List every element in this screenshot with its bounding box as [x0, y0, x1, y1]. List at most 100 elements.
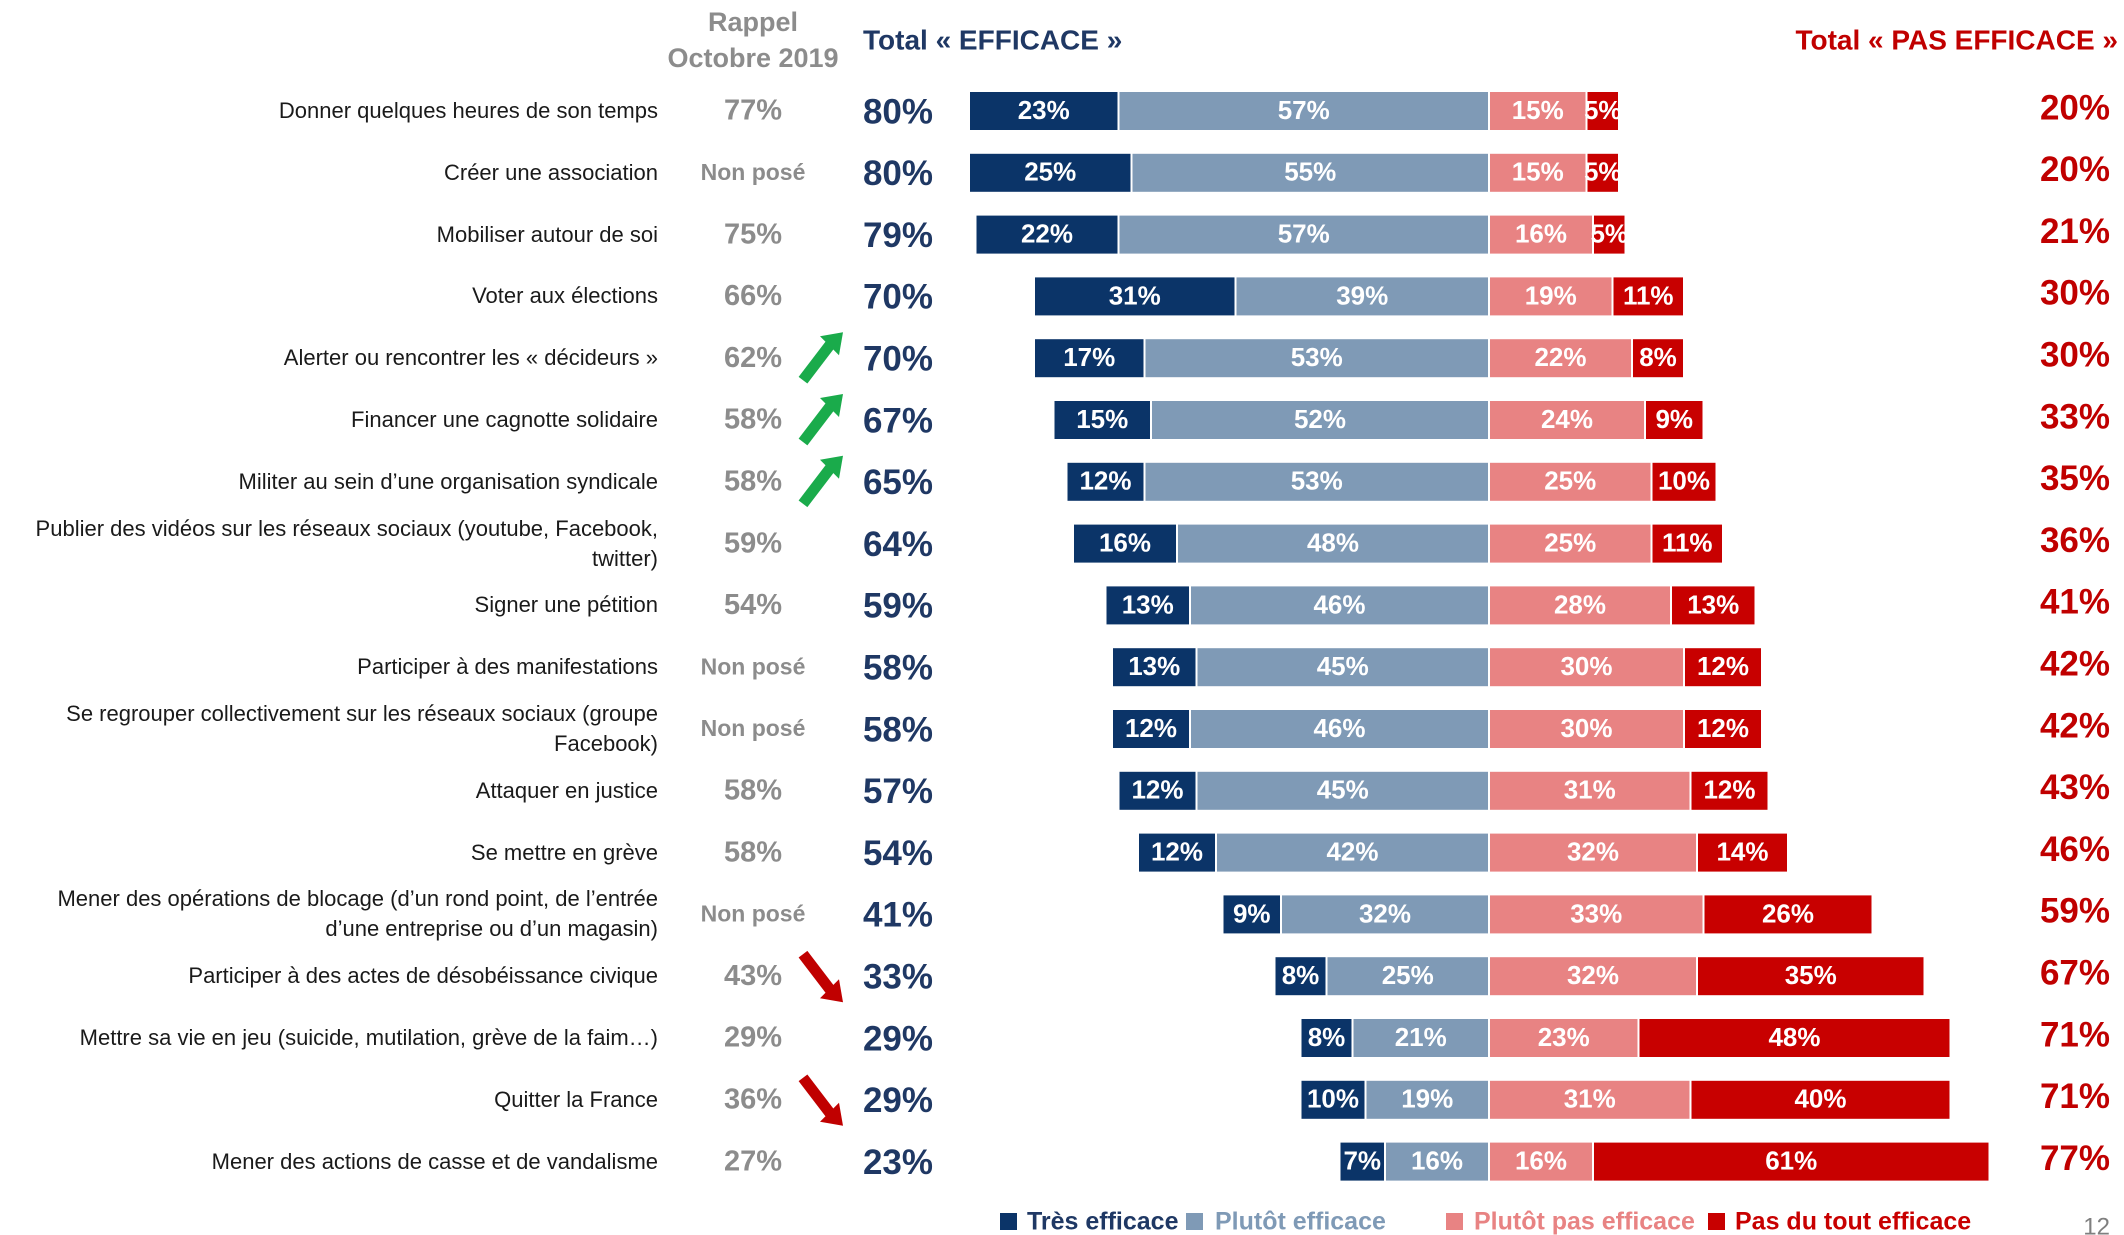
bar-label: 25%: [1382, 960, 1434, 990]
bar-label: 48%: [1768, 1022, 1820, 1052]
bar-segment: [1488, 460, 1653, 503]
rappel-value: Non posé: [701, 653, 806, 679]
total-efficace: 80%: [863, 154, 933, 193]
rappel-value: 54%: [724, 589, 782, 621]
category-label: Publier des vidéos sur les réseaux socia…: [35, 515, 658, 571]
rappel-header: Rappel Octobre 2019: [667, 7, 838, 73]
bar-segment: [1696, 955, 1926, 998]
category-label: Donner quelques heures de son temps: [278, 98, 658, 123]
bar-segment: [1488, 831, 1698, 874]
category-label: Alerter ou rencontrer les « décideurs »: [283, 345, 658, 371]
legend-label: Très efficace: [1027, 1208, 1179, 1235]
bar-segment: [1299, 1017, 1354, 1059]
trend-arrow-head: [820, 1102, 843, 1126]
rappel-value: 77%: [724, 95, 782, 127]
bar-segment: [1195, 769, 1490, 812]
legend-swatch: [1708, 1213, 1725, 1230]
bar-label: 10%: [1307, 1084, 1359, 1114]
bar-label: 32%: [1567, 960, 1619, 990]
bar-label: 23%: [1538, 1022, 1590, 1052]
total-efficace: 58%: [863, 710, 933, 749]
bar-label: 53%: [1291, 466, 1343, 496]
rappel-header-line: Rappel: [708, 7, 798, 37]
page-number: 12: [2083, 1213, 2110, 1235]
bar-label: 32%: [1359, 898, 1411, 928]
total-pas-efficace: 46%: [2040, 830, 2110, 869]
bar-label: 7%: [1343, 1145, 1381, 1175]
trend-arrow: [798, 338, 837, 384]
bar-label: 12%: [1131, 775, 1183, 805]
bar-label: 46%: [1313, 589, 1365, 619]
total-pas-efficace: 20%: [2040, 88, 2110, 127]
total-efficace: 67%: [863, 401, 933, 440]
rappel-header-line: Octobre 2019: [667, 43, 838, 73]
bar-label: 31%: [1564, 775, 1616, 805]
bar-label: 13%: [1122, 589, 1174, 619]
bar-segment: [1683, 708, 1763, 750]
bar-label: 25%: [1544, 466, 1596, 496]
category-label: Créer une association: [443, 159, 658, 185]
bar-segment: [1592, 1140, 1991, 1183]
bar-segment: [968, 151, 1133, 194]
rappel-value: Non posé: [701, 715, 806, 741]
total-pas-efficace: 59%: [2040, 892, 2110, 931]
legend-swatch: [1000, 1213, 1017, 1230]
category-label: Participer à des manifestations: [357, 654, 658, 680]
rappel-value: Non posé: [701, 900, 806, 926]
bar-segment: [1696, 831, 1789, 874]
total-efficace: 23%: [863, 1143, 933, 1182]
bar-label: 16%: [1411, 1145, 1463, 1175]
bar-label: 33%: [1570, 898, 1622, 928]
bar-label: 16%: [1515, 1145, 1567, 1175]
bar-segment: [1631, 337, 1685, 380]
total-efficace: 70%: [863, 278, 933, 317]
bar-label: 15%: [1512, 157, 1564, 187]
total-pas-efficace: 20%: [2040, 150, 2110, 189]
bar-label: 16%: [1099, 527, 1151, 557]
bar-label: 19%: [1525, 280, 1577, 310]
bar-label: 12%: [1697, 713, 1749, 743]
total-efficace: 80%: [863, 92, 933, 131]
bar-segment: [1338, 1140, 1386, 1183]
total-efficace: 70%: [863, 339, 933, 378]
bar-segment: [1299, 1078, 1367, 1121]
legend-swatch: [1186, 1213, 1203, 1230]
bar-label: 48%: [1307, 527, 1359, 557]
bar-label: 19%: [1401, 1084, 1453, 1114]
bar-segment: [1273, 955, 1328, 998]
rappel-value: 36%: [724, 1083, 782, 1115]
bar-label: 40%: [1794, 1084, 1846, 1114]
bar-label: 11%: [1662, 527, 1713, 557]
bar-segment: [1111, 708, 1191, 750]
bar-label: 31%: [1109, 280, 1161, 310]
bar-label: 57%: [1278, 95, 1330, 125]
bar-label: 12%: [1703, 775, 1755, 805]
bar-label: 14%: [1716, 836, 1768, 866]
category-label: Mobiliser autour de soi: [436, 221, 658, 247]
bar-segment: [1033, 337, 1146, 380]
bar-segment: [1670, 584, 1757, 627]
trend-arrow: [798, 950, 837, 996]
trend-arrow: [798, 1074, 837, 1120]
category-label: Financer une cagnotte solidaire: [351, 407, 658, 432]
category-label: Participer à des actes de désobéissance …: [188, 963, 658, 989]
bar-segment: [1488, 1140, 1594, 1183]
bar-segment: [1689, 1078, 1952, 1121]
bar-label: 15%: [1512, 95, 1564, 125]
total-pas-efficace-header: Total « PAS EFFICACE »: [1795, 24, 2118, 55]
bar-segment: [1585, 151, 1620, 194]
trend-arrow-head: [820, 394, 843, 417]
total-efficace: 65%: [863, 463, 933, 502]
bar-segment: [1488, 1017, 1640, 1059]
total-pas-efficace: 43%: [2040, 768, 2110, 807]
bar-segment: [1592, 213, 1627, 256]
total-efficace: 59%: [863, 587, 933, 626]
rappel-value: 58%: [724, 836, 782, 868]
total-efficace: 57%: [863, 772, 933, 811]
bar-label: 25%: [1024, 157, 1076, 187]
bar-label: 13%: [1687, 589, 1739, 619]
bar-segment: [1488, 955, 1698, 998]
total-pas-efficace: 33%: [2040, 397, 2110, 436]
trend-arrow-head: [820, 455, 843, 479]
